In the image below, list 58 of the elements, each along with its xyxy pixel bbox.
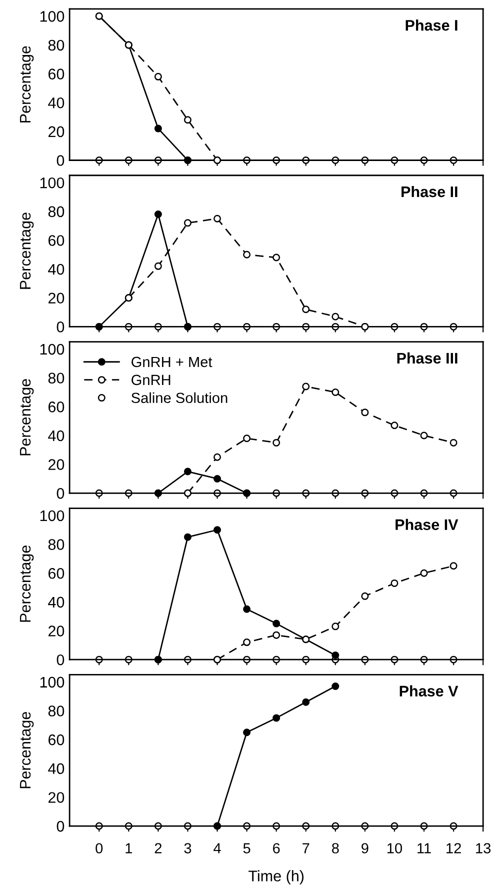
x-tick-label: 4	[214, 843, 221, 854]
y-tick-label: 0	[56, 322, 64, 332]
legend-label: GnRH + Met	[132, 356, 212, 368]
y-tick-label: 40	[48, 596, 64, 608]
y-tick-label: 100	[40, 177, 64, 188]
x-tick-label: 6	[273, 843, 280, 854]
y-tick-label: 0	[56, 820, 64, 832]
x-tick-label: 5	[243, 843, 250, 854]
text: Phase I	[406, 20, 458, 31]
y-tick-label: 100	[40, 11, 64, 22]
y-tick-label: 80	[48, 206, 64, 218]
y-axis-title: Percentage	[20, 546, 34, 622]
y-tick-label: 100	[40, 676, 64, 688]
y-axis-title: Percentage	[20, 212, 34, 289]
x-tick-label: 12	[446, 843, 461, 854]
y-tick-label: 20	[48, 126, 64, 138]
y-tick-label: 60	[48, 568, 64, 579]
x-axis-title: Time (h)	[248, 870, 304, 884]
text: Phase IV	[396, 518, 458, 530]
x-tick-label: 1	[126, 843, 132, 854]
y-tick-label: 40	[48, 430, 64, 442]
y-tick-label: 60	[48, 68, 64, 80]
x-tick-label: 3	[184, 843, 192, 854]
text: Phase III	[397, 352, 458, 364]
y-axis-title: Percentage	[20, 712, 34, 788]
legend-label: GnRH	[132, 374, 170, 386]
x-tick-label: 10	[387, 843, 402, 854]
text: Phase V	[400, 685, 458, 697]
y-axis-title: Percentage	[20, 46, 34, 122]
x-tick-label: 2	[154, 843, 162, 854]
x-tick-label: 8	[332, 843, 339, 854]
x-tick-label: 11	[418, 843, 431, 854]
y-tick-label: 40	[48, 97, 64, 108]
y-tick-label: 80	[48, 539, 64, 550]
y-tick-label: 0	[56, 654, 64, 666]
y-tick-label: 60	[48, 235, 64, 246]
legend-label: Saline Solution	[131, 392, 228, 404]
x-tick-label: 7	[302, 843, 310, 854]
y-tick-label: 60	[48, 402, 64, 412]
y-tick-label: 40	[48, 763, 64, 774]
x-tick-label: 0	[96, 843, 103, 854]
text: Phase II	[402, 186, 458, 198]
y-tick-label: 80	[48, 706, 64, 716]
y-tick-label: 0	[56, 488, 64, 499]
y-tick-label: 20	[48, 792, 64, 803]
y-tick-label: 80	[48, 40, 64, 51]
y-tick-label: 80	[48, 372, 64, 384]
x-tick-label: 9	[362, 843, 368, 854]
y-tick-label: 60	[48, 734, 64, 746]
y-tick-label: 100	[40, 510, 64, 522]
y-tick-label: 20	[48, 459, 64, 470]
y-tick-label: 0	[56, 155, 64, 166]
y-tick-label: 20	[48, 626, 64, 636]
y-tick-label: 100	[40, 344, 64, 355]
y-tick-label: 40	[48, 264, 64, 275]
y-axis-title: Percentage	[20, 379, 34, 456]
x-tick-label: 13	[476, 843, 491, 854]
y-tick-label: 20	[48, 292, 64, 304]
